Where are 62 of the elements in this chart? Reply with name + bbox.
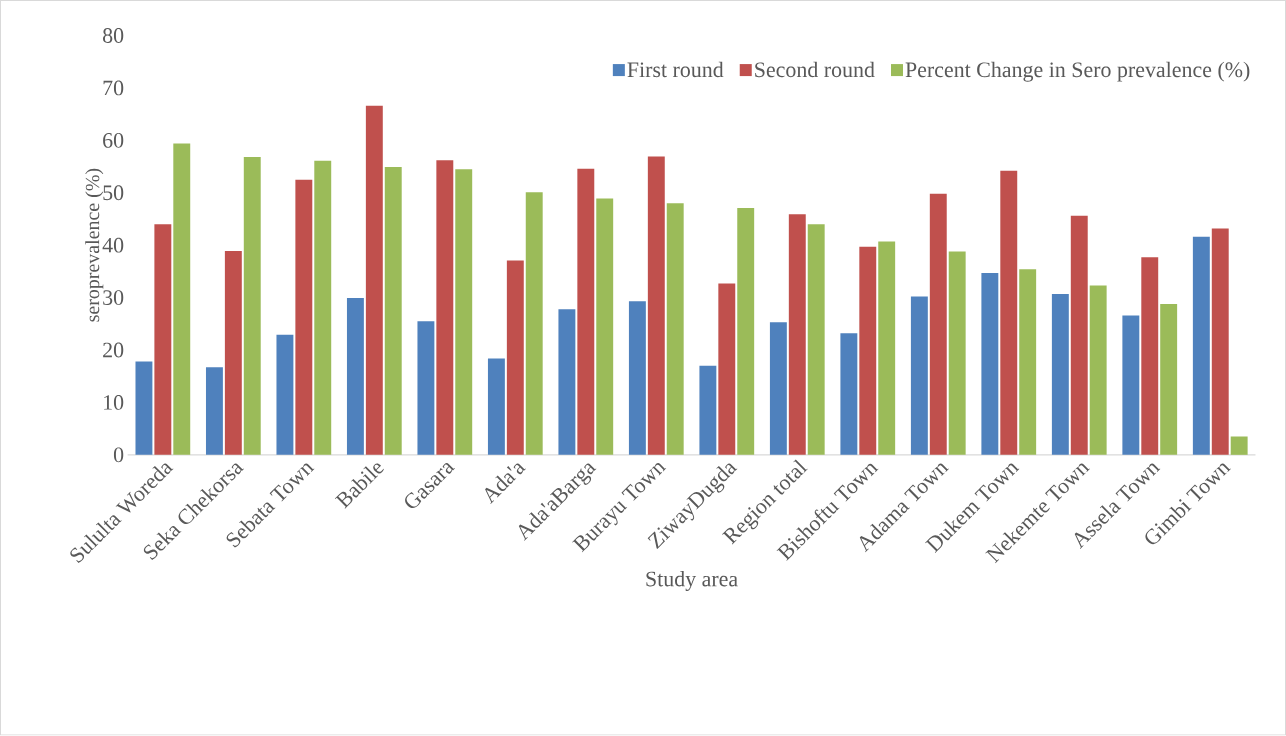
bar <box>455 169 473 456</box>
bar <box>487 358 505 456</box>
bar <box>577 168 595 456</box>
bar <box>737 208 755 456</box>
y-tick-label: 0 <box>113 447 124 463</box>
bar <box>1192 237 1210 456</box>
y-tick-label: 70 <box>103 80 124 96</box>
bar <box>1160 304 1178 456</box>
bar <box>1070 216 1088 456</box>
bar <box>840 333 858 456</box>
bar <box>436 160 454 456</box>
bar <box>647 156 665 456</box>
bar <box>666 203 684 456</box>
bar <box>1000 170 1018 456</box>
bar <box>224 251 242 456</box>
bar <box>910 296 928 456</box>
bar <box>596 198 614 456</box>
bar <box>1122 315 1140 456</box>
bar <box>1089 285 1107 456</box>
bar <box>699 365 717 456</box>
bar <box>173 143 191 456</box>
y-tick-label: 30 <box>103 290 124 306</box>
bar <box>628 301 646 456</box>
bar <box>948 251 966 456</box>
bar <box>1211 228 1229 456</box>
y-tick-label: 50 <box>103 185 124 201</box>
bar <box>276 335 294 456</box>
bar <box>314 161 332 456</box>
bar <box>807 224 825 456</box>
bar <box>718 283 736 456</box>
bar <box>506 260 524 456</box>
legend-label: Second round <box>755 61 875 78</box>
bar <box>417 321 435 456</box>
y-tick-label: 20 <box>103 342 124 358</box>
bar <box>365 105 383 456</box>
bar <box>1230 436 1248 456</box>
bar <box>859 246 877 456</box>
bar <box>788 214 806 456</box>
bar <box>878 241 896 456</box>
y-axis-title: seroprevalence (%) <box>85 169 104 322</box>
bar <box>346 298 364 456</box>
bar <box>1019 269 1037 456</box>
x-axis-title: Study area <box>646 571 738 592</box>
bar <box>384 167 402 456</box>
bar <box>1051 294 1069 456</box>
bar <box>205 367 223 456</box>
bar <box>135 361 153 456</box>
bar <box>525 192 543 456</box>
legend-label: Percent Change in Sero prevalence (%) <box>905 61 1250 82</box>
y-tick-label: 40 <box>102 237 124 253</box>
y-tick-label: 10 <box>104 395 124 411</box>
bar <box>769 322 787 456</box>
bar <box>558 309 576 456</box>
bar <box>295 179 313 456</box>
bar <box>981 273 999 456</box>
bar <box>243 157 261 456</box>
legend-label: First round <box>627 61 724 78</box>
bar <box>154 224 172 456</box>
y-tick-label: 80 <box>102 28 124 44</box>
bar <box>1141 257 1159 456</box>
y-tick-label: 60 <box>103 133 124 148</box>
bar <box>929 194 947 456</box>
